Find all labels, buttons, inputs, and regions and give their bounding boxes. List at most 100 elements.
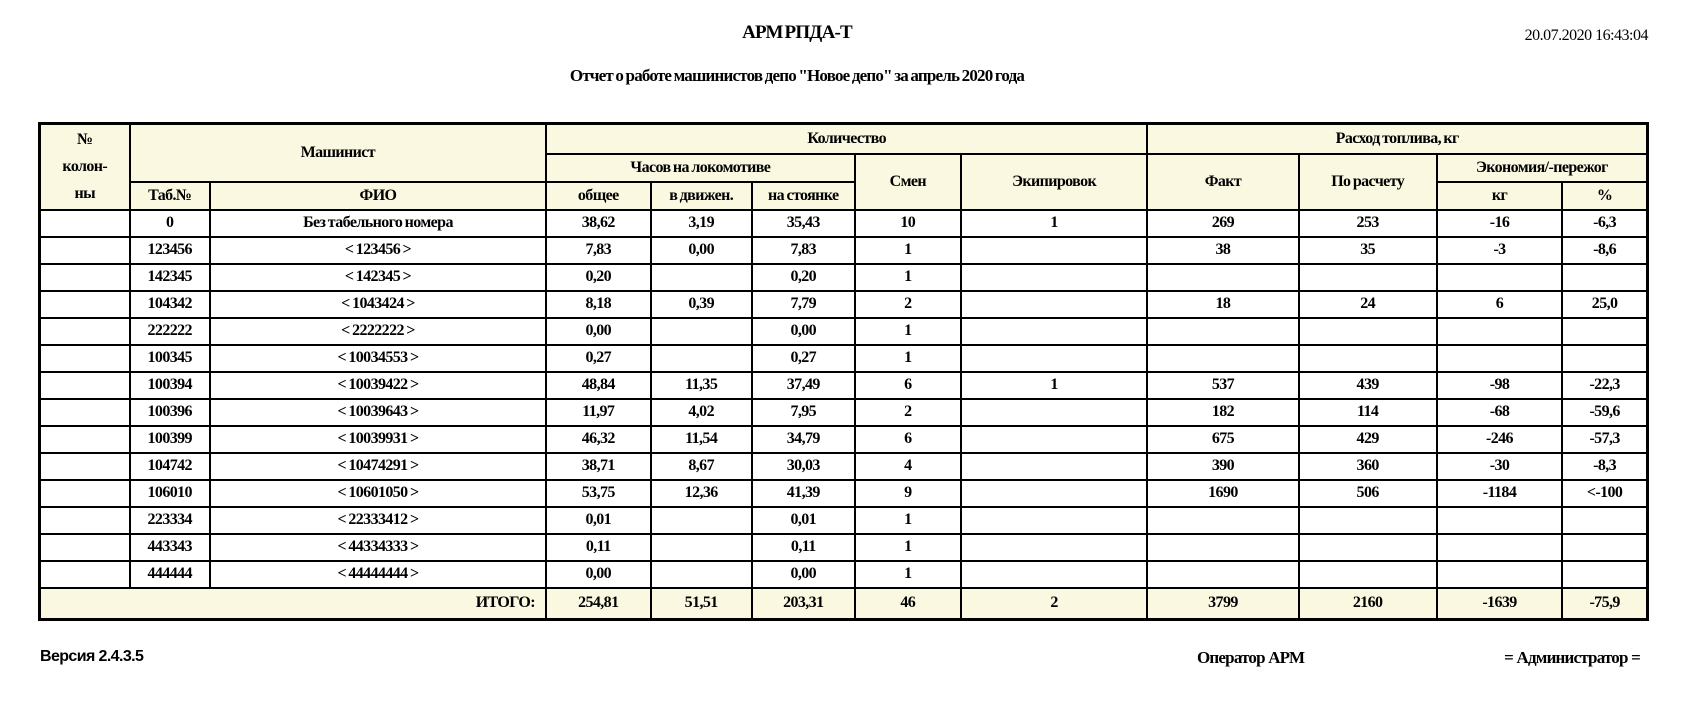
cell-col_num <box>38 397 131 427</box>
cell-hours_moving <box>649 532 753 562</box>
cell-shifts: 1 <box>853 316 962 346</box>
cell-tab_no: 100345 <box>128 343 211 373</box>
cell-fuel_calc: 253 <box>1297 208 1438 238</box>
header-economy-overrun: Экономия/-пережог <box>1435 152 1649 183</box>
cell-hours_total: 53,75 <box>545 478 652 508</box>
cell-economy_pct <box>1561 505 1649 535</box>
app-title: АРМ РПДА-Т <box>742 22 853 43</box>
cell-economy_pct <box>1561 316 1649 346</box>
cell-hours_total: 11,97 <box>545 397 652 427</box>
cell-tab_no: 123456 <box>128 235 211 265</box>
header-fuel-consumption: Расход топлива, кг <box>1146 122 1649 155</box>
report-datetime: 20.07.2020 16:43:04 <box>1524 27 1649 44</box>
cell-col_num <box>38 289 131 319</box>
cell-fuel_fact <box>1146 505 1300 535</box>
cell-economy_pct <box>1561 559 1649 589</box>
operator-value: = Администратор = <box>1504 648 1641 667</box>
cell-economy_pct: -57,3 <box>1561 424 1649 454</box>
cell-shifts: 1 <box>853 343 962 373</box>
cell-hours_moving: 0,00 <box>649 235 753 265</box>
cell-hours_moving: 11,35 <box>649 370 753 400</box>
totals-label: ИТОГО: <box>38 586 548 621</box>
cell-tab_no: 106010 <box>128 478 211 508</box>
table-body: 0 Без табельного номера 38,62 3,19 35,43 10 1 2… <box>38 208 1649 589</box>
header-hours-total: общее <box>545 180 652 211</box>
report-title: Отчет о работе машинистов депо "Новое де… <box>569 66 1025 85</box>
header-col-num: № колон- ны <box>38 122 131 211</box>
header-hours-on-loco: Часов на локомотиве <box>545 152 856 183</box>
cell-economy_kg: -246 <box>1435 424 1564 454</box>
cell-col_num <box>38 235 131 265</box>
cell-fuel_calc <box>1297 316 1438 346</box>
cell-fuel_calc: 24 <box>1297 289 1438 319</box>
cell-col_num <box>38 370 131 400</box>
cell-fuel_fact: 182 <box>1146 397 1300 427</box>
cell-equipments <box>959 451 1149 481</box>
cell-equipments <box>959 289 1149 319</box>
cell-shifts: 4 <box>853 451 962 481</box>
cell-hours_parked: 0,00 <box>750 316 856 346</box>
cell-hours_moving <box>649 262 753 292</box>
cell-shifts: 6 <box>853 370 962 400</box>
totals-economy-pct: -75,9 <box>1561 586 1649 621</box>
cell-hours_moving: 3,19 <box>649 208 753 238</box>
cell-fuel_calc <box>1297 505 1438 535</box>
cell-fuel_calc <box>1297 343 1438 373</box>
cell-fuel_fact: 269 <box>1146 208 1300 238</box>
cell-fuel_calc <box>1297 532 1438 562</box>
table-row: 0 Без табельного номера 38,62 3,19 35,43 10 1 2… <box>38 208 1649 238</box>
header-machinist: Машинист <box>128 122 548 183</box>
cell-hours_total: 8,18 <box>545 289 652 319</box>
cell-fio: Без табельного номера <box>208 208 548 238</box>
totals-shifts: 46 <box>853 586 962 621</box>
cell-hours_total: 38,71 <box>545 451 652 481</box>
cell-hours_parked: 0,11 <box>750 532 856 562</box>
cell-equipments <box>959 316 1149 346</box>
cell-hours_parked: 37,49 <box>750 370 856 400</box>
cell-tab_no: 104742 <box>128 451 211 481</box>
cell-hours_total: 7,83 <box>545 235 652 265</box>
cell-economy_kg <box>1435 505 1564 535</box>
cell-fuel_fact: 38 <box>1146 235 1300 265</box>
totals-economy-kg: -1639 <box>1435 586 1564 621</box>
cell-fio: < 2222222 > <box>208 316 548 346</box>
version-label: Версия 2.4.3.5 <box>40 648 144 665</box>
cell-hours_moving <box>649 559 753 589</box>
cell-equipments: 1 <box>959 208 1149 238</box>
header-fio: ФИО <box>208 180 548 211</box>
cell-shifts: 6 <box>853 424 962 454</box>
totals-hours-total: 254,81 <box>545 586 652 621</box>
cell-fuel_fact: 675 <box>1146 424 1300 454</box>
cell-economy_kg: -98 <box>1435 370 1564 400</box>
header-by-calc: По расчету <box>1297 152 1438 211</box>
cell-economy_kg: -68 <box>1435 397 1564 427</box>
cell-shifts: 2 <box>853 397 962 427</box>
cell-col_num <box>38 208 131 238</box>
cell-fio: < 10601050 > <box>208 478 548 508</box>
cell-equipments <box>959 424 1149 454</box>
cell-tab_no: 0 <box>128 208 211 238</box>
cell-hours_total: 48,84 <box>545 370 652 400</box>
cell-hours_parked: 0,20 <box>750 262 856 292</box>
cell-fuel_fact: 18 <box>1146 289 1300 319</box>
cell-hours_parked: 35,43 <box>750 208 856 238</box>
cell-fuel_fact <box>1146 343 1300 373</box>
cell-economy_kg: -3 <box>1435 235 1564 265</box>
header-hours-parked: на стоянке <box>750 180 856 211</box>
cell-hours_total: 38,62 <box>545 208 652 238</box>
cell-shifts: 1 <box>853 559 962 589</box>
cell-tab_no: 100396 <box>128 397 211 427</box>
table-header: № колон- ны Машинист Количество Расход т… <box>38 122 1649 211</box>
cell-shifts: 1 <box>853 262 962 292</box>
cell-hours_parked: 7,79 <box>750 289 856 319</box>
totals-fuel-fact: 3799 <box>1146 586 1300 621</box>
table-row: 100396 < 10039643 >11,97 4,02 7,95 2 182 114 -6… <box>38 397 1649 427</box>
cell-fuel_calc <box>1297 262 1438 292</box>
cell-col_num <box>38 424 131 454</box>
cell-hours_total: 0,20 <box>545 262 652 292</box>
cell-economy_kg: 6 <box>1435 289 1564 319</box>
table-row: 104742 < 10474291 >38,71 8,67 30,03 4 390 360-… <box>38 451 1649 481</box>
header-quantity: Количество <box>545 122 1149 155</box>
cell-economy_kg: -16 <box>1435 208 1564 238</box>
cell-tab_no: 443343 <box>128 532 211 562</box>
